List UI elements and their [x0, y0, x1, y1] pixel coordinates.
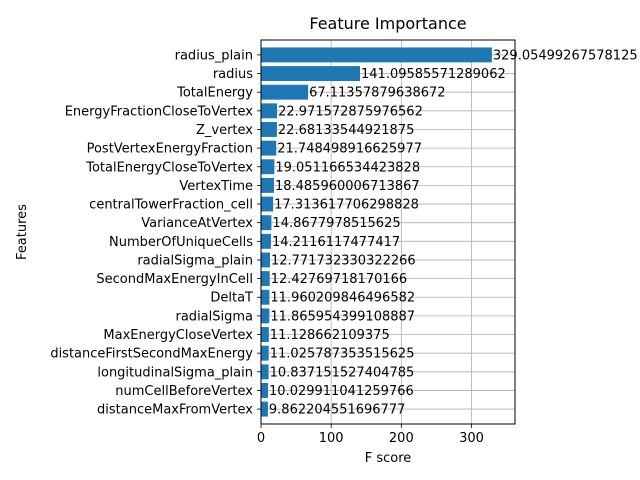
bar — [261, 233, 271, 249]
value-label: 67.11357879638672 — [309, 86, 445, 101]
y-tick-label: NumberOfUniqueCells — [109, 235, 253, 250]
bar — [261, 122, 277, 137]
value-label: 19.051166534423828 — [275, 160, 420, 175]
y-tick-label: radialSigma — [176, 309, 254, 324]
bar — [261, 401, 268, 417]
bar — [261, 196, 274, 212]
value-label: 14.2116117477417 — [272, 235, 400, 250]
x-tick-label: 0 — [257, 431, 265, 446]
y-tick-label: MaxEnergyCloseVertex — [103, 328, 253, 343]
bar — [261, 345, 269, 361]
y-tick-label: distanceFirstSecondMaxEnergy — [50, 347, 253, 362]
x-tick-label: 100 — [319, 431, 344, 446]
y-tick-label: distanceMaxFromVertex — [97, 403, 253, 418]
value-label: 17.313617706298828 — [274, 198, 419, 213]
bar — [261, 159, 275, 175]
y-tick-label: TotalEnergy — [176, 86, 253, 101]
value-label: 329.05499267578125 — [493, 48, 638, 63]
y-tick-label: Z_vertex — [196, 123, 253, 138]
bar — [261, 66, 361, 82]
y-tick-label: radius — [213, 67, 253, 82]
y-tick-label: PostVertexEnergyFraction — [87, 142, 253, 157]
value-label: 9.862204551696777 — [269, 403, 405, 418]
value-label: 21.748498916625977 — [277, 142, 422, 157]
y-tick-label: VarianceAtVertex — [141, 216, 253, 231]
y-tick-label: longitudinalSigma_plain — [97, 365, 253, 380]
bar — [261, 364, 269, 380]
value-labels: 329.05499267578125 141.09585571289062 67.1… — [269, 48, 638, 417]
x-tick-label: 300 — [459, 431, 484, 446]
value-label: 18.485960006713867 — [275, 179, 420, 194]
y-tick-label: EnergyFractionCloseToVertex — [65, 104, 254, 119]
bar — [261, 252, 270, 268]
y-tick-label: SecondMaxEnergyInCell — [96, 272, 253, 287]
bar — [261, 327, 269, 342]
value-label: 22.68133544921875 — [278, 123, 414, 138]
value-label: 10.837151527404785 — [270, 365, 415, 380]
y-tick-label: radius_plain — [175, 48, 253, 63]
y-tick-label: TotalEnergyCloseToVertex — [85, 160, 253, 175]
bar — [261, 177, 274, 193]
bar — [261, 84, 309, 100]
value-label: 141.09585571289062 — [361, 67, 506, 82]
bar — [261, 271, 270, 287]
y-tick-label: radialSigma_plain — [137, 253, 253, 268]
bar — [261, 215, 272, 231]
value-label: 10.029911041259766 — [269, 384, 414, 399]
x-axis: 0 100 200 300 — [257, 424, 484, 446]
value-label: 12.771732330322266 — [271, 253, 416, 268]
bar — [261, 47, 492, 63]
y-axis-label: Features — [15, 204, 30, 260]
y-tick-label: centralTowerFraction_cell — [89, 198, 253, 213]
value-label: 11.025787353515625 — [270, 347, 415, 362]
x-tick-label: 200 — [389, 431, 414, 446]
x-axis-label: F score — [365, 451, 412, 466]
value-label: 11.960209846496582 — [270, 291, 415, 306]
value-label: 22.971572875976562 — [278, 104, 423, 119]
bar — [261, 289, 270, 305]
bar — [261, 140, 277, 156]
value-label: 11.128662109375 — [270, 328, 390, 343]
value-label: 11.865954399108887 — [270, 309, 415, 324]
value-label: 12.42769718170166 — [271, 272, 407, 287]
bars-group — [261, 47, 492, 417]
bar — [261, 382, 269, 398]
y-tick-label: VertexTime — [179, 179, 253, 194]
plot-frame — [260, 39, 516, 425]
y-tick-label: numCellBeforeVertex — [115, 384, 253, 399]
bar — [261, 308, 270, 324]
y-tick-label: DeltaT — [210, 291, 253, 306]
value-label: 14.8677978515625 — [272, 216, 400, 231]
chart-title: Feature Importance — [309, 14, 466, 33]
bar — [261, 103, 278, 119]
